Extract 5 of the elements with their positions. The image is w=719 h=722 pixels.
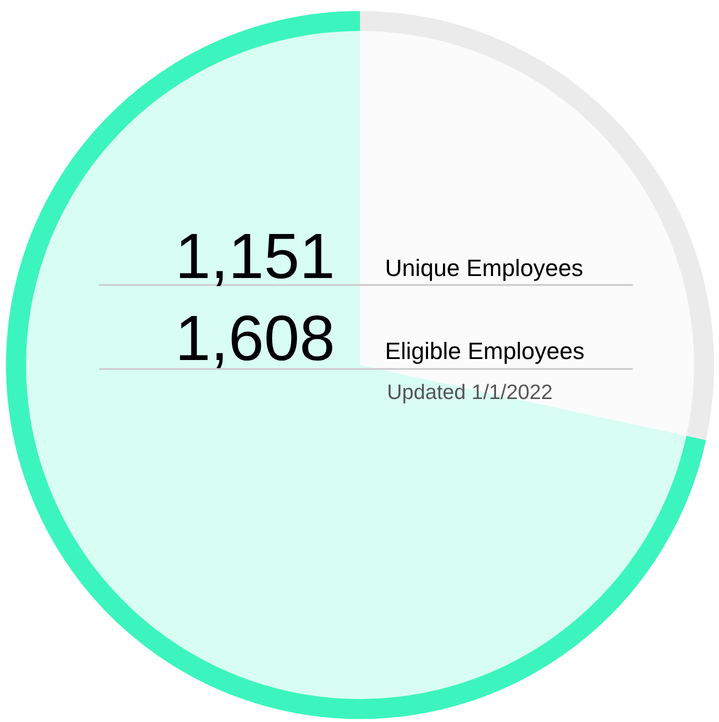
text: 1,608 [180, 315, 332, 368]
text: Eligible Employees [386, 342, 584, 364]
text: Unique Employees [386, 258, 582, 281]
text: 1,151 [180, 234, 332, 286]
text: Updated 1/1/2022 [388, 384, 552, 404]
